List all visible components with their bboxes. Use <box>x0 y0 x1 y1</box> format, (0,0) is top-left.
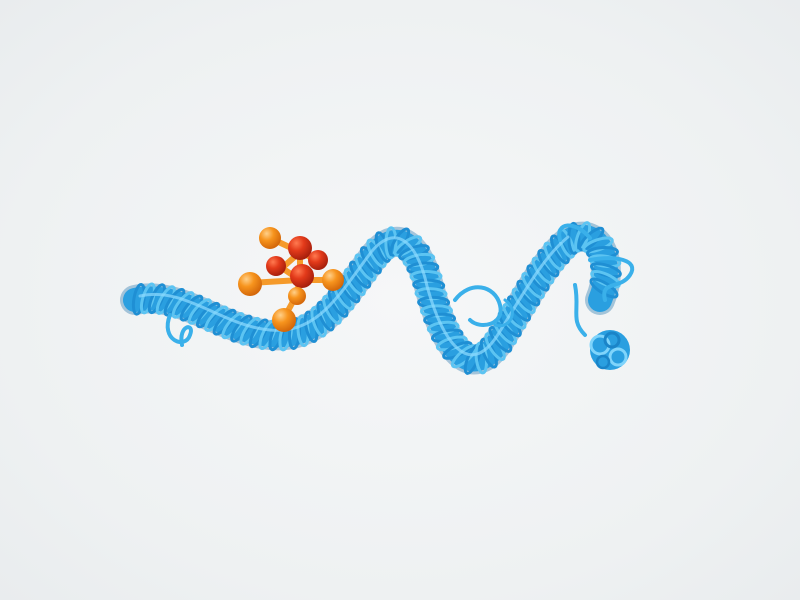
helix-coil-turn <box>550 234 570 265</box>
atom-orange-4 <box>288 287 306 305</box>
ligand-cluster <box>238 227 344 332</box>
atom-red-3 <box>308 250 328 270</box>
helix-coil-turn <box>374 231 392 263</box>
helix-coil-turn <box>155 285 176 315</box>
helix-coil-turn <box>574 221 592 253</box>
atom-red-4 <box>290 264 314 288</box>
helix-coil-turn <box>366 238 387 269</box>
right-knot-tail <box>573 283 587 337</box>
right-tail <box>588 256 635 302</box>
mid-loop <box>453 285 503 327</box>
atom-red-1 <box>288 236 312 260</box>
atom-orange-1 <box>259 227 281 249</box>
protein-ribbon <box>120 221 635 375</box>
upper-right-strand <box>557 223 592 242</box>
atom-orange-2 <box>238 272 262 296</box>
helix-coil-turn <box>359 246 382 275</box>
atom-red-2 <box>266 256 286 276</box>
helix-coil-turn <box>131 282 146 316</box>
atom-orange-3 <box>322 269 344 291</box>
helix-coil-turn <box>589 262 622 279</box>
helix-coil-turn <box>139 282 156 315</box>
left-tail-loop <box>165 313 193 347</box>
helix-coil-turn <box>384 226 398 260</box>
helix-coil-turn <box>567 221 581 255</box>
mid-loop-2 <box>493 298 514 328</box>
atom-orange-5 <box>272 308 296 332</box>
right-knot <box>589 330 630 370</box>
helix-coil-turn <box>389 227 411 257</box>
helix-coil-turn <box>589 277 619 299</box>
helix-coil-turn <box>590 269 621 289</box>
helix-coil-turn <box>582 236 614 254</box>
